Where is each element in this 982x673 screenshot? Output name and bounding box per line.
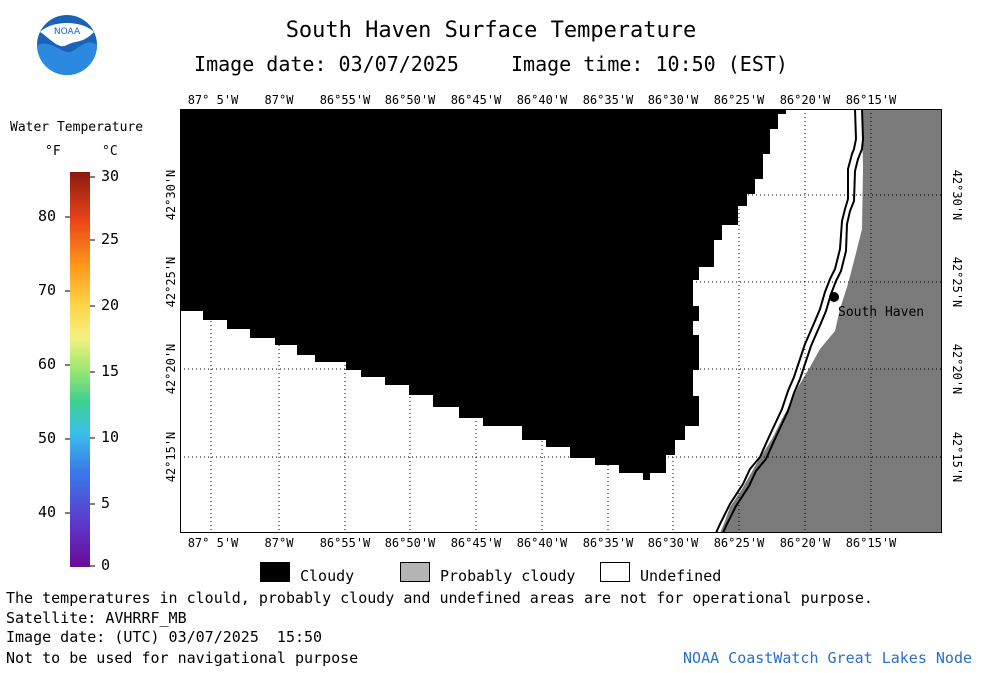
lon-label-top: 86°15'W [845, 93, 897, 107]
lon-label-bottom: 86°55'W [319, 536, 371, 550]
utc-date-text: Image date: (UTC) 03/07/2025 15:50 [6, 628, 323, 646]
undefined-swatch [600, 562, 630, 582]
south-haven-marker [829, 292, 839, 302]
lon-label-bottom: 86°25'W [713, 536, 765, 550]
c-tick-label: 15 [101, 362, 120, 380]
map-canvas: South Haven [180, 109, 942, 533]
lon-label-bottom: 87°W [264, 536, 294, 550]
map-panel: South Haven [180, 109, 942, 533]
f-tick-label: 40 [38, 503, 57, 521]
unit-fahrenheit: °F [45, 144, 61, 159]
lon-label-bottom: 86°20'W [779, 536, 831, 550]
lat-label-right: 42°20'N [950, 343, 964, 395]
c-tick-marks [90, 176, 95, 567]
lat-label-left: 42°25'N [164, 256, 178, 308]
probably-cloudy-swatch [400, 562, 430, 582]
lon-label-bottom: 86°15'W [845, 536, 897, 550]
c-tick-label: 0 [101, 556, 111, 574]
lat-label-left: 42°20'N [164, 343, 178, 395]
probably-cloudy-label: Probably cloudy [440, 567, 576, 585]
land-area [720, 109, 942, 533]
color-scale [65, 172, 95, 567]
nav-note-text: Not to be used for navigational purpose [6, 649, 359, 667]
graticule [180, 109, 942, 533]
f-tick-label: 60 [38, 355, 57, 373]
lat-label-right: 42°25'N [950, 256, 964, 308]
lon-label-top: 86°55'W [319, 93, 371, 107]
lat-label-left: 42°30'N [164, 169, 178, 221]
lat-label-right: 42°30'N [950, 169, 964, 221]
lat-label-left: 42°15'N [164, 431, 178, 483]
f-tick-label: 70 [38, 281, 57, 299]
lon-label-top: 87° 5'W [187, 93, 239, 107]
lon-label-bottom: 86°50'W [384, 536, 436, 550]
image-datetime: Image date: 03/07/2025 Image time: 10:50… [0, 52, 982, 76]
lon-label-top: 86°20'W [779, 93, 831, 107]
lon-label-top: 87°W [264, 93, 294, 107]
lat-label-right: 42°15'N [950, 431, 964, 483]
coastline [715, 109, 865, 533]
c-tick-label: 10 [101, 428, 120, 446]
credit-text: NOAA CoastWatch Great Lakes Node [683, 649, 972, 667]
lon-label-bottom: 86°30'W [647, 536, 699, 550]
city-label: South Haven [838, 305, 924, 320]
f-tick-marks [65, 216, 70, 514]
svg-text:NOAA: NOAA [54, 27, 81, 37]
unit-celsius: °C [102, 144, 118, 159]
lon-label-bottom: 86°40'W [516, 536, 568, 550]
lon-label-top: 86°25'W [713, 93, 765, 107]
lon-label-top: 86°45'W [450, 93, 502, 107]
c-tick-label: 20 [101, 296, 120, 314]
cloud-area [180, 109, 786, 480]
image-date: Image date: 03/07/2025 [194, 52, 459, 76]
lon-label-top: 86°50'W [384, 93, 436, 107]
lon-label-bottom: 86°35'W [582, 536, 634, 550]
color-bar [70, 172, 90, 567]
f-tick-label: 80 [38, 207, 57, 225]
lon-label-bottom: 87° 5'W [187, 536, 239, 550]
noaa-logo: NOAA [36, 14, 98, 76]
lon-label-top: 86°30'W [647, 93, 699, 107]
legend-title: Water Temperature [10, 120, 144, 135]
lon-label-top: 86°40'W [516, 93, 568, 107]
f-tick-label: 50 [38, 429, 57, 447]
map-border [180, 109, 942, 533]
c-tick-label: 25 [101, 230, 120, 248]
undefined-label: Undefined [640, 567, 722, 585]
cloudy-label: Cloudy [300, 567, 355, 585]
page-title: South Haven Surface Temperature [285, 18, 697, 43]
cloudy-swatch [260, 562, 290, 582]
lon-label-top: 86°35'W [582, 93, 634, 107]
satellite-text: Satellite: AVHRRF_MB [6, 609, 187, 627]
c-tick-label: 30 [101, 167, 120, 185]
c-tick-label: 5 [101, 494, 111, 512]
lon-label-bottom: 86°45'W [450, 536, 502, 550]
disclaimer-text: The temperatures in clould, probably clo… [6, 589, 873, 607]
image-time: Image time: 10:50 (EST) [511, 52, 788, 76]
